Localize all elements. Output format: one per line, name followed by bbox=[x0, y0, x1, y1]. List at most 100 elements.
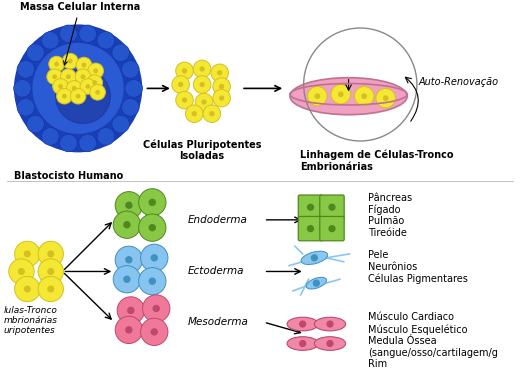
Circle shape bbox=[329, 204, 335, 210]
Circle shape bbox=[41, 32, 59, 49]
Circle shape bbox=[57, 88, 72, 104]
Circle shape bbox=[49, 56, 65, 72]
Circle shape bbox=[56, 69, 111, 123]
Circle shape bbox=[48, 251, 53, 257]
Circle shape bbox=[149, 278, 156, 284]
Circle shape bbox=[15, 276, 40, 302]
Circle shape bbox=[307, 226, 313, 231]
Circle shape bbox=[115, 192, 142, 219]
Circle shape bbox=[48, 286, 53, 292]
Circle shape bbox=[33, 44, 123, 133]
Circle shape bbox=[313, 280, 320, 286]
Circle shape bbox=[142, 295, 170, 322]
Circle shape bbox=[126, 327, 132, 333]
Circle shape bbox=[149, 199, 156, 206]
Circle shape bbox=[38, 241, 63, 267]
Circle shape bbox=[176, 62, 193, 79]
Circle shape bbox=[88, 63, 104, 79]
Text: Pâncreas
Fígado
Pulmão
Tireóide: Pâncreas Fígado Pulmão Tireóide bbox=[368, 193, 412, 238]
Circle shape bbox=[117, 297, 144, 324]
Circle shape bbox=[26, 44, 44, 62]
Circle shape bbox=[339, 92, 343, 96]
Circle shape bbox=[24, 286, 30, 292]
Circle shape bbox=[97, 128, 115, 145]
Circle shape bbox=[193, 76, 211, 93]
Ellipse shape bbox=[301, 251, 327, 264]
Circle shape bbox=[200, 67, 204, 71]
Circle shape bbox=[203, 105, 221, 123]
Circle shape bbox=[315, 94, 320, 98]
Circle shape bbox=[300, 321, 306, 327]
Circle shape bbox=[19, 269, 24, 274]
Circle shape bbox=[63, 94, 66, 98]
Circle shape bbox=[66, 81, 82, 96]
Circle shape bbox=[76, 57, 92, 73]
Circle shape bbox=[200, 83, 204, 86]
Circle shape bbox=[69, 60, 72, 63]
FancyBboxPatch shape bbox=[298, 217, 323, 241]
Ellipse shape bbox=[314, 317, 345, 331]
Circle shape bbox=[384, 96, 388, 100]
Circle shape bbox=[94, 69, 97, 73]
Circle shape bbox=[115, 246, 142, 274]
Circle shape bbox=[213, 78, 231, 95]
Circle shape bbox=[307, 204, 313, 210]
Circle shape bbox=[151, 255, 157, 261]
Ellipse shape bbox=[314, 337, 345, 350]
Circle shape bbox=[48, 269, 53, 274]
Ellipse shape bbox=[290, 78, 407, 115]
Circle shape bbox=[329, 226, 335, 231]
Text: Mesoderma: Mesoderma bbox=[187, 317, 248, 327]
Circle shape bbox=[122, 99, 139, 116]
Circle shape bbox=[15, 25, 142, 152]
Ellipse shape bbox=[287, 317, 318, 331]
Circle shape bbox=[15, 241, 40, 267]
Text: Linhagem de Células-Tronco
Embrionárias: Linhagem de Células-Tronco Embrionárias bbox=[300, 150, 453, 172]
Circle shape bbox=[141, 318, 168, 345]
Circle shape bbox=[300, 341, 306, 346]
Circle shape bbox=[97, 32, 115, 49]
Circle shape bbox=[26, 115, 44, 133]
Circle shape bbox=[220, 96, 224, 100]
Circle shape bbox=[307, 86, 327, 106]
Circle shape bbox=[60, 69, 76, 84]
Circle shape bbox=[41, 128, 59, 145]
Circle shape bbox=[76, 94, 80, 98]
Circle shape bbox=[67, 75, 70, 78]
Circle shape bbox=[87, 75, 103, 91]
Circle shape bbox=[79, 25, 96, 42]
Text: Pele
Neurônios
Células Pigmentares: Pele Neurônios Células Pigmentares bbox=[368, 250, 468, 284]
Circle shape bbox=[139, 189, 166, 216]
Circle shape bbox=[183, 98, 186, 102]
Circle shape bbox=[218, 71, 222, 75]
Circle shape bbox=[176, 91, 193, 109]
Circle shape bbox=[183, 69, 186, 73]
FancyBboxPatch shape bbox=[320, 217, 344, 241]
Circle shape bbox=[75, 69, 91, 84]
Circle shape bbox=[112, 44, 130, 62]
Text: Endoderma: Endoderma bbox=[187, 215, 248, 225]
Circle shape bbox=[82, 63, 86, 67]
Circle shape bbox=[14, 79, 31, 97]
Circle shape bbox=[38, 276, 63, 302]
Circle shape bbox=[210, 112, 214, 116]
Circle shape bbox=[59, 85, 62, 88]
Circle shape bbox=[24, 251, 30, 257]
Circle shape bbox=[55, 62, 58, 66]
Circle shape bbox=[60, 25, 77, 42]
Circle shape bbox=[151, 329, 157, 335]
Circle shape bbox=[376, 88, 396, 108]
Circle shape bbox=[141, 244, 168, 272]
Circle shape bbox=[17, 99, 34, 116]
Circle shape bbox=[153, 306, 159, 311]
Circle shape bbox=[112, 115, 130, 133]
Text: Células Pluripotentes
Isoladas: Células Pluripotentes Isoladas bbox=[143, 139, 261, 161]
Circle shape bbox=[186, 105, 203, 123]
Circle shape bbox=[149, 225, 156, 231]
FancyBboxPatch shape bbox=[320, 195, 344, 219]
Circle shape bbox=[193, 112, 196, 116]
Text: Blastocisto Humano: Blastocisto Humano bbox=[14, 171, 123, 181]
Circle shape bbox=[139, 267, 166, 295]
Circle shape bbox=[53, 79, 68, 94]
Circle shape bbox=[213, 89, 231, 107]
